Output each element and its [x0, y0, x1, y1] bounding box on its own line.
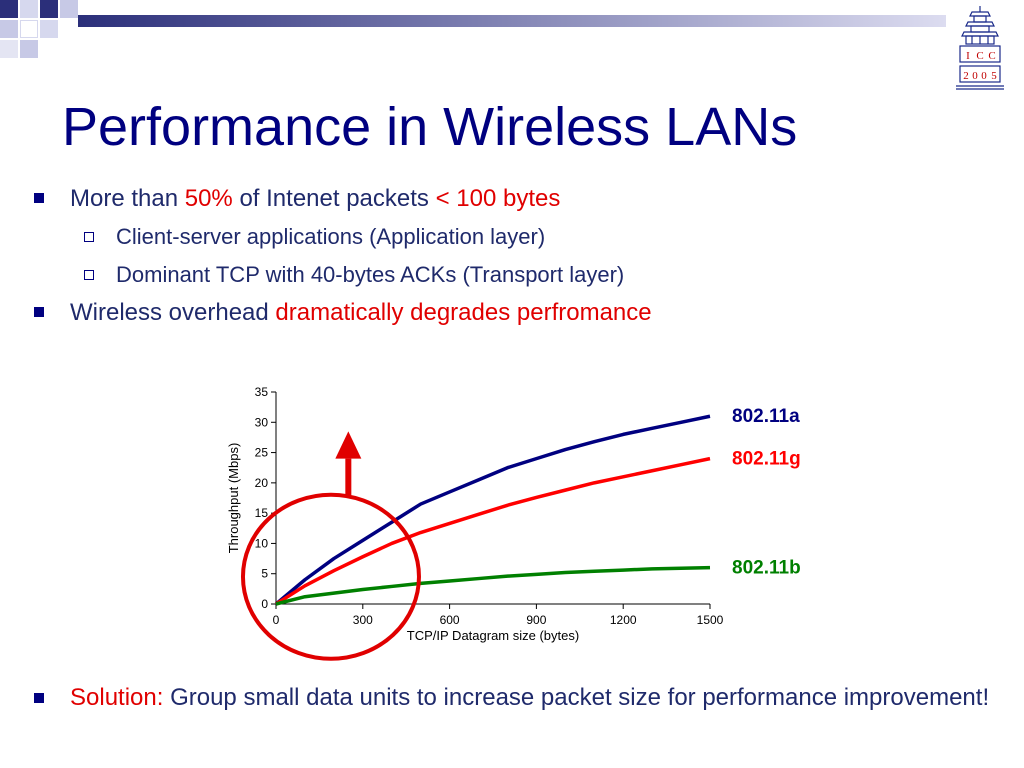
deco-square — [0, 0, 18, 18]
highlight-text: < 100 bytes — [435, 185, 561, 212]
x-tick-label: 300 — [353, 613, 373, 627]
slide-title: Performance in Wireless LANs — [62, 97, 798, 157]
series-line-802.11g — [275, 456, 711, 606]
deco-square — [0, 40, 18, 58]
bullet-text: More than — [70, 185, 185, 212]
logo-digit: 5 — [991, 70, 997, 82]
series-label: 802.11b — [732, 558, 801, 579]
y-tick-label: 20 — [255, 476, 269, 490]
deco-square — [60, 0, 78, 18]
highlight-text: 50% — [184, 185, 233, 212]
bullet-square-icon — [34, 307, 44, 317]
bullet-list: More than 50% of Intenet packets < 100 b… — [34, 182, 994, 334]
series-label: 802.11g — [732, 449, 801, 470]
sub-bullet-text: Client-server applications (Application … — [116, 224, 546, 249]
bullet-item: Wireless overhead dramatically degrades … — [34, 296, 994, 334]
y-tick-label: 0 — [261, 597, 268, 611]
y-tick-label: 5 — [261, 567, 268, 581]
solution-label: Solution: — [70, 684, 164, 711]
highlight-circle — [240, 492, 421, 661]
deco-square — [0, 20, 18, 38]
y-axis-label: Throughput (Mbps) — [226, 443, 241, 554]
bullet-text: of Intenet packets — [232, 185, 436, 212]
logo-digit: 2 — [963, 70, 969, 82]
y-tick-label: 15 — [255, 506, 269, 520]
logo-digit: 0 — [972, 70, 978, 82]
deco-square — [20, 40, 38, 58]
logo-digit: 0 — [981, 70, 987, 82]
sub-bullet-item: Dominant TCP with 40-bytes ACKs (Transpo… — [34, 258, 994, 296]
highlight-text: dramatically degrades perfromance — [275, 299, 652, 326]
deco-square — [40, 0, 58, 18]
header-bar — [78, 14, 946, 27]
sub-bullet-item: Client-server applications (Application … — [34, 220, 994, 258]
logo-letter: I — [966, 50, 970, 62]
deco-square — [40, 20, 58, 38]
deco-square — [20, 0, 38, 18]
hollow-square-icon — [84, 232, 94, 242]
arrow-head-icon — [335, 431, 362, 459]
x-axis-label: TCP/IP Datagram size (bytes) — [407, 628, 579, 643]
y-tick-label: 10 — [255, 536, 269, 550]
header-bar-gradient — [78, 15, 946, 27]
bullet-item: More than 50% of Intenet packets < 100 b… — [34, 182, 994, 220]
x-tick-label: 0 — [273, 613, 280, 627]
y-tick-label: 35 — [255, 385, 269, 399]
y-tick-label: 25 — [255, 446, 269, 460]
chart-svg: 0 5 10 15 20 25 30 35 0 300 600 900 1200 1500 TCP/IP D… — [226, 385, 801, 661]
series-line-802.11b — [275, 565, 711, 606]
x-tick-label: 900 — [526, 613, 546, 627]
bullet-text: Wireless overhead — [70, 299, 276, 326]
x-tick-label: 1200 — [610, 613, 637, 627]
y-tick-label: 30 — [255, 415, 269, 429]
throughput-chart: 0 5 10 15 20 25 30 35 0 300 600 900 1200 1500 TCP/IP D… — [216, 380, 856, 675]
solution-bullet: Solution: Group small data units to incr… — [34, 680, 994, 716]
x-tick-label: 1500 — [697, 613, 724, 627]
sub-bullet-text: Dominant TCP with 40-bytes ACKs (Transpo… — [116, 262, 625, 287]
bullet-square-icon — [34, 193, 44, 203]
series-label: 802.11a — [732, 406, 800, 427]
logo-graphic: I C C 2 0 0 5 — [956, 6, 1004, 90]
deco-square — [20, 20, 38, 38]
icc-2005-logo: I C C 2 0 0 5 — [952, 4, 1008, 92]
bullet-square-icon — [34, 693, 44, 703]
logo-letter: C — [976, 50, 983, 62]
logo-letter: C — [988, 50, 995, 62]
solution-text: Group small data units to increase packe… — [163, 684, 990, 711]
series-line-802.11a — [274, 414, 711, 606]
x-tick-label: 600 — [440, 613, 460, 627]
hollow-square-icon — [84, 270, 94, 280]
